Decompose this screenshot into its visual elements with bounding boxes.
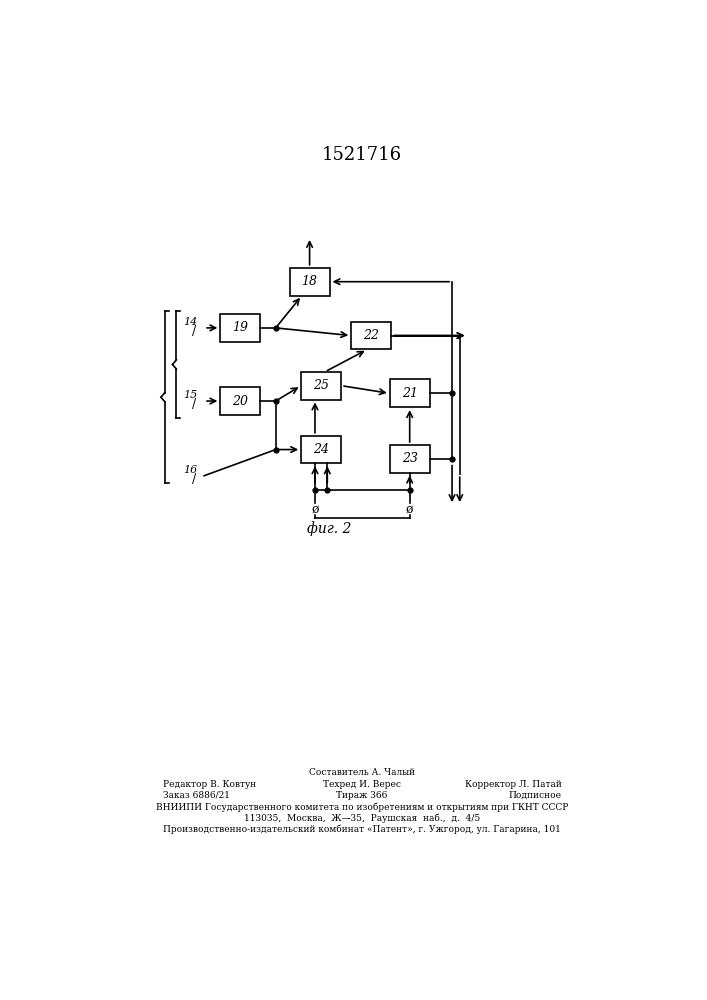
Text: 1521716: 1521716 [322, 146, 402, 164]
Text: Производственно-издательский комбинат «Патент», г. Ужгород, ул. Гагарина, 101: Производственно-издательский комбинат «П… [163, 824, 561, 834]
Bar [390, 445, 430, 473]
Text: ø: ø [406, 502, 414, 515]
Text: ВНИИПИ Государственного комитета по изобретениям и открытиям при ГКНТ СССР: ВНИИПИ Государственного комитета по изоб… [156, 803, 568, 812]
Text: 19: 19 [233, 321, 248, 334]
Text: 113035,  Москва,  Ж—̵35,  Раушская  наб.,  д.  4/5: 113035, Москва, Ж—̵35, Раушская наб., д.… [244, 814, 480, 823]
Text: 23: 23 [402, 452, 418, 465]
Bar [390, 379, 430, 407]
Text: Заказ 6886/21: Заказ 6886/21 [163, 791, 230, 800]
Text: 20: 20 [233, 395, 248, 408]
Text: 24: 24 [313, 443, 329, 456]
Bar [290, 268, 329, 296]
Text: 14: 14 [183, 317, 197, 327]
Bar [221, 387, 260, 415]
Text: фиг. 2: фиг. 2 [307, 521, 351, 536]
Text: 15: 15 [183, 390, 197, 400]
Text: Редактор В. Ковтун: Редактор В. Ковтун [163, 780, 257, 789]
Text: Техред И. Верес: Техред И. Верес [323, 780, 401, 789]
Text: ø: ø [311, 502, 319, 515]
Bar [301, 372, 341, 400]
Bar [301, 436, 341, 463]
Text: /: / [192, 398, 197, 411]
Text: /: / [192, 325, 197, 338]
Bar [221, 314, 260, 342]
Text: 16: 16 [183, 465, 197, 475]
Text: /: / [192, 473, 197, 486]
Text: Тираж 366: Тираж 366 [337, 791, 387, 800]
Text: 21: 21 [402, 387, 418, 400]
Text: 22: 22 [363, 329, 379, 342]
Text: Составитель А. Чалый: Составитель А. Чалый [309, 768, 415, 777]
Text: Подписное: Подписное [508, 791, 561, 800]
Text: 25: 25 [313, 379, 329, 392]
Text: 18: 18 [302, 275, 317, 288]
Bar [351, 322, 391, 349]
Text: Корректор Л. Патай: Корректор Л. Патай [464, 780, 561, 789]
